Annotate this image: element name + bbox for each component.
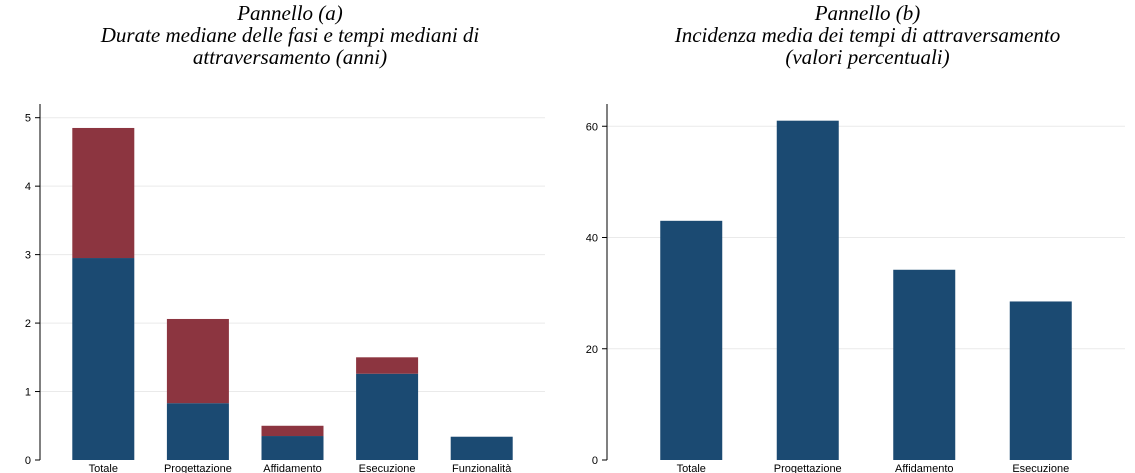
bar-affidamento-segment-2 <box>261 425 324 437</box>
panel-b-title-line2: Incidenza media dei tempi di attraversam… <box>674 23 1061 47</box>
y-tick-label: 1 <box>25 387 31 399</box>
bar-totale-segment-2 <box>72 127 135 259</box>
y-tick-label: 20 <box>586 344 598 356</box>
bar-progettazione <box>776 120 839 460</box>
panel-a-title: Pannello (a) Durate mediane delle fasi e… <box>30 2 550 68</box>
y-tick-label: 40 <box>586 233 598 245</box>
y-tick-label: 0 <box>592 455 598 467</box>
category-label: Funzionalità <box>452 463 512 473</box>
bar-progettazione-segment-2 <box>166 318 229 404</box>
category-label: Totale <box>677 463 706 473</box>
bar-totale-segment-1 <box>72 258 135 460</box>
panel-b-title-line3: (valori percentuali) <box>785 45 950 69</box>
bar-affidamento-segment-1 <box>261 436 324 460</box>
category-label: Esecuzione <box>1012 463 1069 473</box>
y-tick-label: 5 <box>25 113 31 125</box>
bar-affidamento <box>893 269 956 460</box>
category-label: Progettazione <box>164 463 232 473</box>
bar-funzionalità-segment-1 <box>450 436 513 460</box>
category-label: Affidamento <box>263 463 322 473</box>
panel-a-chart: 0 1 2 3 4 5 Totale Progettazione Affidamento Esec… <box>25 104 545 473</box>
y-tick-label: 4 <box>25 181 31 193</box>
category-label: Affidamento <box>895 463 954 473</box>
panel-a-title-line2: Durate mediane delle fasi e tempi median… <box>100 23 480 47</box>
panel-b-chart: 0 20 40 60 Totale Progettazione Affidamento Ese… <box>586 104 1125 473</box>
bar-esecuzione-segment-1 <box>356 373 419 460</box>
panel-a-title-line3: attraversamento (anni) <box>192 45 388 69</box>
bar-esecuzione-segment-2 <box>356 357 419 374</box>
category-label: Totale <box>89 463 118 473</box>
y-tick-label: 2 <box>25 318 31 330</box>
bar-totale <box>660 220 723 460</box>
panel-a-title-line1: Pannello (a) <box>237 1 343 25</box>
panel-b-title: Pannello (b) Incidenza media dei tempi d… <box>600 2 1135 68</box>
bar-progettazione-segment-1 <box>166 403 229 460</box>
category-label: Esecuzione <box>359 463 416 473</box>
y-tick-label: 60 <box>586 121 598 133</box>
category-label: Progettazione <box>774 463 842 473</box>
y-tick-label: 0 <box>25 455 31 467</box>
panel-b-title-line1: Pannello (b) <box>814 1 921 25</box>
y-tick-label: 3 <box>25 250 31 262</box>
bar-esecuzione <box>1009 301 1072 460</box>
